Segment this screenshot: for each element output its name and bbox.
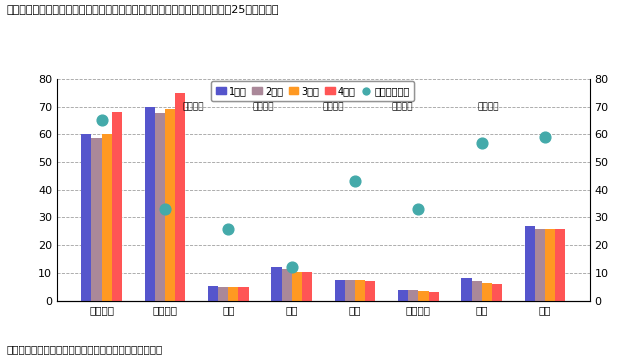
Text: （左軸）: （左軸）	[322, 102, 344, 111]
Point	[540, 134, 550, 140]
Bar	[155, 113, 165, 301]
Bar	[208, 286, 218, 301]
Bar	[365, 281, 375, 301]
Bar	[292, 272, 302, 301]
Bar	[398, 290, 408, 301]
Bar	[281, 269, 292, 301]
Bar	[408, 290, 418, 301]
Bar	[535, 228, 545, 301]
Bar	[335, 280, 345, 301]
Bar	[101, 134, 112, 301]
Bar	[271, 267, 281, 301]
Bar	[218, 287, 228, 301]
Bar	[545, 228, 555, 301]
Point	[477, 140, 487, 145]
Bar	[228, 287, 238, 301]
Text: 図表２．大学学部での専攻分野別の女子学生比率と学年別女子学生数（平成25年度時点）: 図表２．大学学部での専攻分野別の女子学生比率と学年別女子学生数（平成25年度時点…	[6, 4, 279, 14]
Bar	[145, 107, 155, 301]
Bar	[91, 139, 101, 301]
Bar	[355, 280, 365, 301]
Bar	[429, 292, 439, 301]
Bar	[302, 272, 312, 301]
Legend: 1年次, 2年次, 3年次, 4年次, 女子学生比率: 1年次, 2年次, 3年次, 4年次, 女子学生比率	[211, 81, 414, 101]
Bar	[418, 291, 429, 301]
Text: （左軸）: （左軸）	[183, 102, 204, 111]
Point	[96, 117, 107, 123]
Bar	[525, 226, 535, 301]
Bar	[462, 278, 472, 301]
Point	[287, 265, 297, 270]
Bar	[165, 109, 175, 301]
Point	[223, 226, 233, 231]
Bar	[555, 228, 566, 301]
Bar	[175, 93, 185, 301]
Text: （出所）文部科学省「学校基本調査」より大和総研作成: （出所）文部科学省「学校基本調査」より大和総研作成	[6, 344, 162, 354]
Text: （左軸）: （左軸）	[252, 102, 274, 111]
Bar	[238, 287, 249, 301]
Bar	[482, 283, 492, 301]
Point	[413, 206, 424, 212]
Bar	[112, 112, 122, 301]
Bar	[492, 284, 502, 301]
Text: （右軸）: （右軸）	[477, 102, 499, 111]
Bar	[345, 280, 355, 301]
Text: （左軸）: （左軸）	[392, 102, 413, 111]
Point	[160, 206, 170, 212]
Bar	[81, 134, 91, 301]
Point	[350, 179, 360, 184]
Bar	[472, 281, 482, 301]
